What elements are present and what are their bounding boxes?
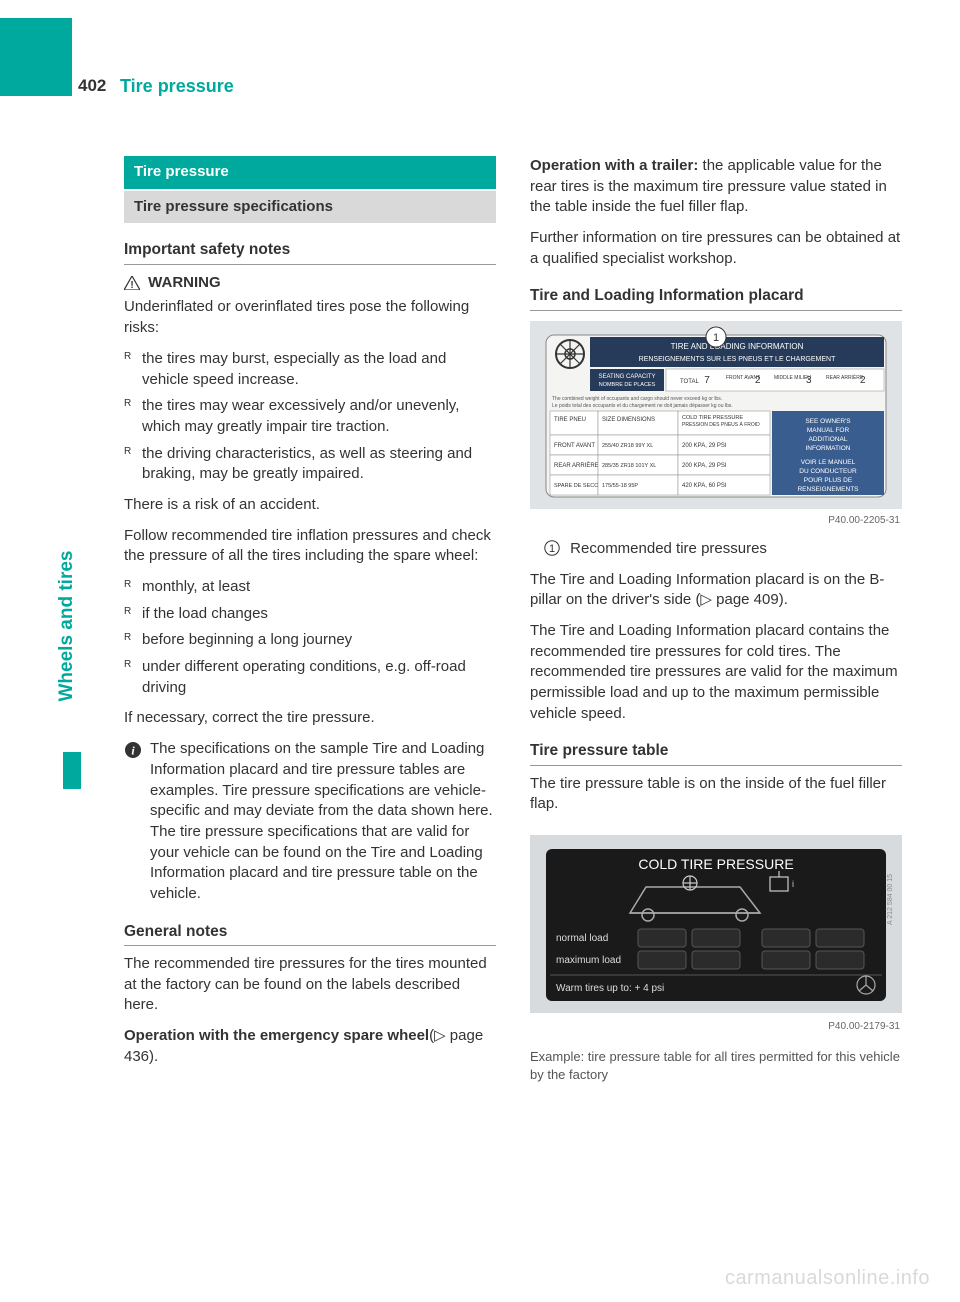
info-icon: i: [124, 741, 142, 759]
corner-tab: [0, 18, 72, 96]
figure-label-line: 1 Recommended tire pressures: [530, 539, 902, 560]
list-item-text: under different operating conditions, e.…: [142, 658, 466, 696]
svg-text:TIRE AND LOADING INFORMATION: TIRE AND LOADING INFORMATION: [671, 342, 804, 351]
list-item-text: the driving characteristics, as well as …: [142, 445, 472, 483]
svg-text:SIZE DIMENSIONS: SIZE DIMENSIONS: [602, 417, 655, 423]
svg-text:PRESSION DES PNEUS À FROID: PRESSION DES PNEUS À FROID: [682, 421, 760, 428]
figure-label: Recommended tire pressures: [570, 540, 767, 557]
svg-text:RENSEIGNEMENTS: RENSEIGNEMENTS: [797, 486, 859, 493]
page-number: 402: [78, 76, 106, 96]
placard-para-1: The Tire and Loading Information placard…: [530, 570, 902, 611]
general-para: The recommended tire pressures for the t…: [124, 954, 496, 1016]
side-marker: [63, 752, 81, 789]
list-item-text: the tires may burst, especially as the l…: [142, 350, 446, 388]
info-text: The specifications on the sample Tire an…: [150, 740, 493, 902]
follow-intro: Follow recommended tire inflation pressu…: [124, 526, 496, 567]
svg-text:255/40 ZR18 99Y XL: 255/40 ZR18 99Y XL: [602, 443, 653, 449]
page-title: Tire pressure: [120, 76, 234, 97]
svg-text:MANUAL FOR: MANUAL FOR: [807, 427, 850, 434]
svg-text:NOMBRE DE PLACES: NOMBRE DE PLACES: [599, 382, 656, 388]
trailer-para: Operation with a trailer: the applicable…: [530, 156, 902, 218]
svg-text:REAR ARRIÈRE: REAR ARRIÈRE: [554, 462, 599, 469]
svg-text:maximum load: maximum load: [556, 955, 621, 966]
list-item: Rthe tires may burst, especially as the …: [124, 349, 496, 390]
svg-text:!: !: [130, 280, 133, 290]
svg-text:The combined weight of occupan: The combined weight of occupants and car…: [552, 396, 722, 402]
svg-text:A 212 584 00 15: A 212 584 00 15: [887, 874, 894, 925]
content-area: Tire pressure Tire pressure specificatio…: [124, 156, 902, 1098]
trailer-bold: Operation with a trailer:: [530, 157, 698, 174]
cold-pressure-figure: COLD TIRE PRESSURE i normal load maximum…: [530, 835, 902, 1035]
emergency-bold: Operation with the emergency spare wheel: [124, 1027, 429, 1044]
svg-text:285/35 ZR18 101Y XL: 285/35 ZR18 101Y XL: [602, 463, 656, 469]
check-list: Rmonthly, at least Rif the load changes …: [124, 577, 496, 698]
list-item: Runder different operating conditions, e…: [124, 657, 496, 698]
svg-text:2: 2: [860, 375, 866, 386]
svg-text:COLD TIRE PRESSURE: COLD TIRE PRESSURE: [638, 856, 793, 872]
svg-text:SEATING CAPACITY: SEATING CAPACITY: [598, 374, 655, 380]
svg-text:REAR ARRIÈRE: REAR ARRIÈRE: [826, 374, 864, 381]
heading-placard: Tire and Loading Information placard: [530, 285, 902, 310]
svg-text:1: 1: [713, 332, 719, 344]
svg-text:P40.00-2179-31: P40.00-2179-31: [828, 1021, 900, 1032]
list-item: Rif the load changes: [124, 604, 496, 625]
emergency-para: Operation with the emergency spare wheel…: [124, 1026, 496, 1067]
list-item-text: before beginning a long journey: [142, 631, 352, 648]
list-item-text: if the load changes: [142, 605, 268, 622]
watermark: carmanualsonline.info: [725, 1267, 930, 1290]
svg-text:200 KPA, 29 PSI: 200 KPA, 29 PSI: [682, 443, 727, 449]
svg-text:3: 3: [806, 375, 812, 386]
svg-text:P40.00-2205-31: P40.00-2205-31: [828, 515, 900, 526]
svg-text:ADDITIONAL: ADDITIONAL: [808, 436, 847, 443]
heading-general: General notes: [124, 921, 496, 946]
figure-caption: Example: tire pressure table for all tir…: [530, 1048, 902, 1084]
svg-text:FRONT AVANT: FRONT AVANT: [554, 443, 595, 449]
placard-para-2: The Tire and Loading Information placard…: [530, 621, 902, 724]
svg-text:200 KPA, 29 PSI: 200 KPA, 29 PSI: [682, 463, 727, 469]
right-column: Operation with a trailer: the applicable…: [530, 156, 902, 1098]
callout-1-icon: 1: [544, 540, 560, 556]
correct-text: If necessary, correct the tire pressure.: [124, 708, 496, 729]
svg-text:2: 2: [755, 375, 761, 386]
accident-text: There is a risk of an accident.: [124, 495, 496, 516]
svg-text:175/55-18 95P: 175/55-18 95P: [602, 483, 638, 489]
svg-text:COLD TIRE PRESSURE: COLD TIRE PRESSURE: [682, 415, 743, 421]
svg-text:i: i: [792, 879, 794, 889]
subsection-title: Tire pressure specifications: [124, 191, 496, 224]
svg-text:RENSEIGNEMENTS SUR LES PNEUS E: RENSEIGNEMENTS SUR LES PNEUS ET LE CHARG…: [639, 356, 836, 363]
list-item: Rthe tires may wear excessively and/or u…: [124, 396, 496, 437]
info-block: i The specifications on the sample Tire …: [124, 739, 496, 905]
risk-list: Rthe tires may burst, especially as the …: [124, 349, 496, 485]
side-tab: Wheels and tires: [52, 520, 82, 740]
list-item: Rthe driving characteristics, as well as…: [124, 444, 496, 485]
svg-text:DU CONDUCTEUR: DU CONDUCTEUR: [799, 468, 857, 475]
further-para: Further information on tire pressures ca…: [530, 228, 902, 269]
svg-text:VOIR LE MANUEL: VOIR LE MANUEL: [801, 459, 856, 466]
left-column: Tire pressure Tire pressure specificatio…: [124, 156, 496, 1098]
warning-intro: Underinflated or overinflated tires pose…: [124, 297, 496, 338]
section-title: Tire pressure: [124, 156, 496, 189]
warning-triangle-icon: !: [124, 276, 140, 290]
svg-text:Le poids total des occupants e: Le poids total des occupants et du charg…: [552, 403, 733, 409]
list-item-text: the tires may wear excessively and/or un…: [142, 397, 459, 435]
side-tab-label: Wheels and tires: [56, 516, 78, 736]
list-item: Rmonthly, at least: [124, 577, 496, 598]
placard-figure: TIRE AND LOADING INFORMATION RENSEIGNEME…: [530, 321, 902, 531]
svg-text:420 KPA, 60 PSI: 420 KPA, 60 PSI: [682, 483, 727, 489]
svg-text:Warm tires up to: + 4 psi: Warm tires up to: + 4 psi: [556, 983, 664, 994]
list-item: Rbefore beginning a long journey: [124, 630, 496, 651]
list-item-text: monthly, at least: [142, 578, 250, 595]
svg-text:TIRE PNEU: TIRE PNEU: [554, 417, 586, 423]
warning-heading: ! WARNING: [124, 273, 496, 294]
heading-safety: Important safety notes: [124, 239, 496, 264]
svg-text:INFORMATION: INFORMATION: [805, 445, 850, 452]
page-header: 402 Tire pressure: [78, 76, 900, 106]
svg-text:POUR PLUS DE: POUR PLUS DE: [804, 477, 853, 484]
warning-label: WARNING: [148, 274, 221, 291]
table-para: The tire pressure table is on the inside…: [530, 774, 902, 815]
svg-text:SEE OWNER'S: SEE OWNER'S: [805, 418, 851, 425]
svg-text:normal load: normal load: [556, 933, 608, 944]
heading-table: Tire pressure table: [530, 740, 902, 765]
svg-text:1: 1: [549, 543, 555, 555]
